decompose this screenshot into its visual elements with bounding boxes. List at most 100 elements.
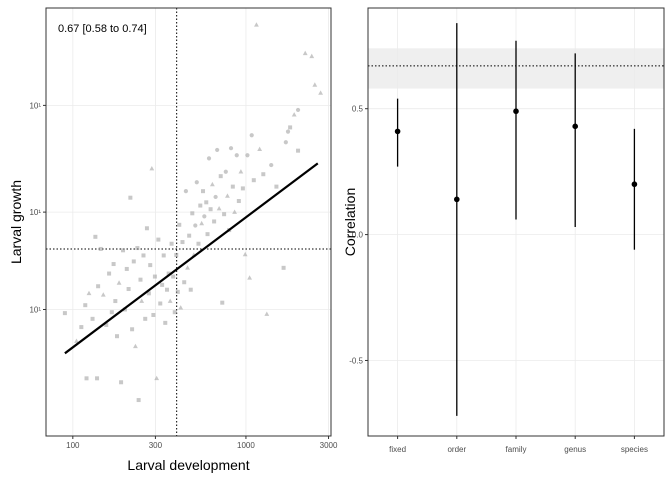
data-point-triangle <box>291 112 297 117</box>
errorbar-y-tick-label: 0.0 <box>352 231 364 240</box>
data-point-square <box>152 274 157 279</box>
data-point-square <box>161 253 166 258</box>
data-point-triangle <box>139 298 145 303</box>
scatter-x-ticks: 100 300 1000 3000 <box>66 436 338 450</box>
data-point-square <box>141 253 146 258</box>
data-point-square <box>175 289 180 294</box>
data-point-triangle <box>199 220 205 226</box>
regression-line-group <box>64 162 319 355</box>
scatter-panel: 100 300 1000 3000 10¹ 10¹ 10¹ 0.67 [0.58 to 0… <box>8 7 338 473</box>
category-label-family: family <box>506 445 527 454</box>
data-point-triangle <box>242 251 248 257</box>
data-point-square <box>109 310 114 315</box>
data-point-square <box>196 241 201 246</box>
scatter-points <box>62 22 324 403</box>
data-point-triangle <box>302 50 308 56</box>
data-point-square <box>171 274 176 279</box>
data-point-square <box>222 212 227 217</box>
data-point-square <box>107 271 112 276</box>
data-point-triangle <box>312 82 318 87</box>
data-point-square <box>124 266 129 271</box>
data-point-triangle <box>133 343 138 349</box>
data-point-square <box>208 207 213 212</box>
data-point-square <box>138 277 143 282</box>
data-point-square <box>172 310 177 315</box>
data-point-square <box>115 334 120 339</box>
data-point-circle <box>245 153 250 158</box>
data-point-square <box>230 184 235 189</box>
data-point-triangle <box>264 311 270 316</box>
data-point-square <box>79 325 84 330</box>
data-point-square <box>146 291 151 296</box>
estimate-genus <box>572 123 578 130</box>
data-point-square <box>218 174 223 179</box>
data-point-square <box>128 195 133 200</box>
data-point-square <box>111 262 116 267</box>
data-point-square <box>96 284 101 289</box>
data-point-triangle <box>185 265 190 270</box>
data-point-square <box>169 241 174 246</box>
data-point-circle <box>215 147 220 153</box>
data-point-square <box>156 237 161 242</box>
data-point-square <box>83 303 88 308</box>
data-point-square <box>158 301 163 306</box>
correlation-annotation: 0.67 [0.58 to 0.74] <box>58 23 147 35</box>
category-label-species: species <box>621 445 648 454</box>
data-point-triangle <box>149 166 155 171</box>
data-point-square <box>296 148 301 153</box>
data-point-square <box>160 282 165 287</box>
data-point-square <box>126 287 131 292</box>
data-point-square <box>251 178 256 183</box>
data-point-triangle <box>178 305 184 310</box>
data-point-circle <box>269 162 274 168</box>
errorbar-panel: fixed order family genus species -0.50.00.5 … <box>342 7 665 454</box>
errorbar-y-ticks: -0.5 0.0 0.5 <box>349 105 368 365</box>
scatter-y-tick-label: 10¹ <box>29 305 41 314</box>
scatter-y-tick-label: 10¹ <box>29 101 41 110</box>
data-point-triangle <box>232 209 237 214</box>
data-point-square <box>93 234 98 239</box>
scatter-x-tick-label: 300 <box>149 441 163 450</box>
errorbar-y-tick-label: 0.5 <box>352 105 364 114</box>
scatter-x-tick-label: 3000 <box>320 441 338 450</box>
data-point-triangle <box>116 280 122 285</box>
data-point-square <box>261 172 266 177</box>
data-point-square <box>220 300 225 305</box>
data-point-circle <box>285 129 291 134</box>
data-point-square <box>205 232 210 237</box>
data-point-circle <box>249 133 254 138</box>
data-point-square <box>177 222 182 227</box>
scatter-x-axis-title: Larval development <box>127 457 249 473</box>
data-point-circle <box>234 153 239 158</box>
data-point-square <box>182 280 187 285</box>
data-point-square <box>201 189 206 194</box>
data-point-triangle <box>318 90 324 95</box>
data-point-circle <box>228 146 234 151</box>
data-point-square <box>240 186 245 191</box>
category-label-fixed: fixed <box>389 445 406 454</box>
data-point-square <box>98 246 103 251</box>
data-point-square <box>144 226 149 231</box>
data-point-square <box>104 322 109 327</box>
data-point-triangle <box>238 169 244 174</box>
data-point-circle <box>206 156 212 161</box>
data-point-square <box>274 184 279 189</box>
scatter-y-ticks: 10¹ 10¹ 10¹ <box>29 101 46 314</box>
estimate-species <box>631 181 638 188</box>
data-point-square <box>212 219 217 224</box>
data-point-square <box>130 327 135 332</box>
scatter-panel-border <box>45 7 332 437</box>
data-point-triangle <box>254 22 259 27</box>
data-point-circle <box>194 180 199 185</box>
data-point-square <box>165 287 170 292</box>
data-point-circle <box>295 107 301 113</box>
data-point-square <box>95 376 100 381</box>
data-point-square <box>288 125 293 130</box>
data-point-triangle <box>74 338 79 343</box>
data-point-square <box>188 287 193 292</box>
errorbar-y-tick-label: -0.5 <box>349 356 363 365</box>
data-point-circle <box>202 214 207 219</box>
scatter-y-tick-label: 10¹ <box>29 208 41 217</box>
data-point-triangle <box>86 290 92 296</box>
